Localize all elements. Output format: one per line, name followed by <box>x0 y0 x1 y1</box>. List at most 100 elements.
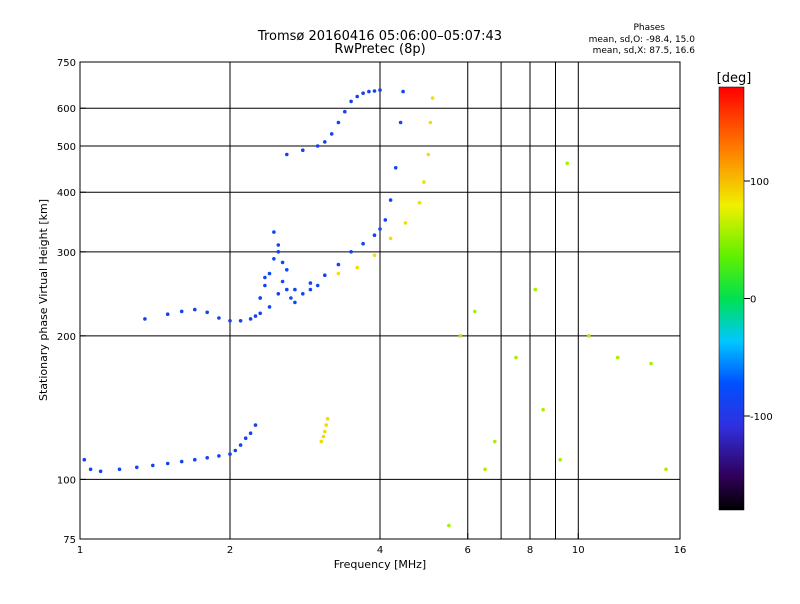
echo-point <box>378 88 382 92</box>
phase-stats-x: mean, sd,X: 87.5, 16.6 <box>593 46 696 56</box>
y-tick-label: 300 <box>57 248 76 259</box>
echo-point <box>323 273 327 278</box>
echo-point <box>233 448 238 453</box>
x-axis-label: Frequency [MHz] <box>334 558 426 571</box>
echo-point <box>243 436 248 441</box>
colorbar-label: [deg] <box>717 71 752 86</box>
echo-point <box>615 355 620 360</box>
echo-point <box>533 287 538 292</box>
phase-stats-o: mean, sd,O: -98.4, 15.0 <box>589 35 696 45</box>
phase-stats-heading: Phases <box>633 23 665 33</box>
colorbar-tick-label: 0 <box>750 295 756 306</box>
echo-point <box>280 279 285 284</box>
echo-point <box>361 91 365 95</box>
grid-lines <box>80 62 680 539</box>
echo-point <box>143 317 147 321</box>
echo-point <box>336 271 341 276</box>
echo-point <box>238 443 243 447</box>
echo-point <box>319 439 324 444</box>
echo-point <box>193 307 197 312</box>
y-tick-label: 750 <box>57 58 76 69</box>
x-tick-label: 4 <box>377 545 383 556</box>
echo-point <box>422 180 426 184</box>
echo-point <box>248 431 253 436</box>
echo-point <box>493 439 497 444</box>
echo-point <box>473 309 477 314</box>
echo-point <box>267 271 272 276</box>
echo-point <box>179 459 184 464</box>
echo-point <box>253 423 258 427</box>
echo-point <box>289 296 293 300</box>
echo-point <box>98 469 103 474</box>
echo-point <box>649 361 653 366</box>
echo-point <box>165 312 170 317</box>
echo-point <box>378 227 382 231</box>
echo-point <box>253 314 258 318</box>
echo-point <box>258 296 263 300</box>
echo-point <box>355 265 360 270</box>
echo-point <box>388 198 393 202</box>
echo-point <box>458 334 463 338</box>
x-tick-label: 16 <box>674 545 687 556</box>
echo-point <box>285 268 289 272</box>
echo-point <box>324 423 329 427</box>
echo-point <box>267 305 272 309</box>
echo-point <box>325 417 330 421</box>
echo-point <box>428 120 433 125</box>
x-tick-label: 10 <box>572 545 585 556</box>
echo-point <box>355 94 360 99</box>
x-tick-label: 2 <box>227 545 233 556</box>
echo-point <box>514 355 518 360</box>
echo-point <box>308 281 313 285</box>
echo-point <box>272 230 276 234</box>
x-tick-label: 6 <box>465 545 471 556</box>
y-tick-label: 75 <box>63 535 76 546</box>
echo-point <box>151 463 155 468</box>
echo-point <box>280 260 285 265</box>
echo-point <box>293 287 297 292</box>
echo-point <box>323 140 327 144</box>
echo-point <box>88 467 93 472</box>
echo-point <box>82 457 87 462</box>
echo-point <box>483 467 487 472</box>
y-axis-label: Stationary phase Virtual Height [km] <box>37 199 50 401</box>
echo-point <box>417 201 422 205</box>
y-tick-label: 100 <box>57 475 76 486</box>
echo-point <box>272 257 276 261</box>
echo-point <box>343 109 347 114</box>
echo-point <box>315 144 320 148</box>
colorbar <box>718 86 745 511</box>
echo-point <box>165 461 170 466</box>
colorbar-tick-label: 100 <box>750 177 769 188</box>
echo-point <box>258 311 263 316</box>
echo-point <box>565 161 569 166</box>
x-tick-label: 8 <box>527 545 533 556</box>
echo-point <box>205 456 209 460</box>
echo-point <box>401 89 405 94</box>
colorbar-tick-label: -100 <box>750 412 773 423</box>
echo-point <box>349 99 353 104</box>
chart-title: Tromsø 20160416 05:06:00–05:07:43 <box>257 29 502 44</box>
echo-point <box>135 465 139 470</box>
echo-point <box>430 96 435 100</box>
echo-point <box>336 262 341 267</box>
echo-point <box>323 429 327 434</box>
echo-point <box>238 319 243 323</box>
echo-point <box>388 236 393 241</box>
echo-point <box>398 120 403 125</box>
echo-point <box>217 316 221 320</box>
echo-points <box>82 88 668 528</box>
echo-point <box>276 250 281 254</box>
echo-point <box>179 309 184 314</box>
echo-point <box>117 467 122 472</box>
echo-point <box>276 243 281 247</box>
echo-point <box>321 434 326 439</box>
chart-subtitle: RwPretec (8p) <box>334 42 425 57</box>
echo-point <box>403 221 408 225</box>
echo-point <box>301 292 305 296</box>
echo-point <box>301 148 305 152</box>
echo-point <box>372 253 377 258</box>
echo-point <box>308 287 313 292</box>
